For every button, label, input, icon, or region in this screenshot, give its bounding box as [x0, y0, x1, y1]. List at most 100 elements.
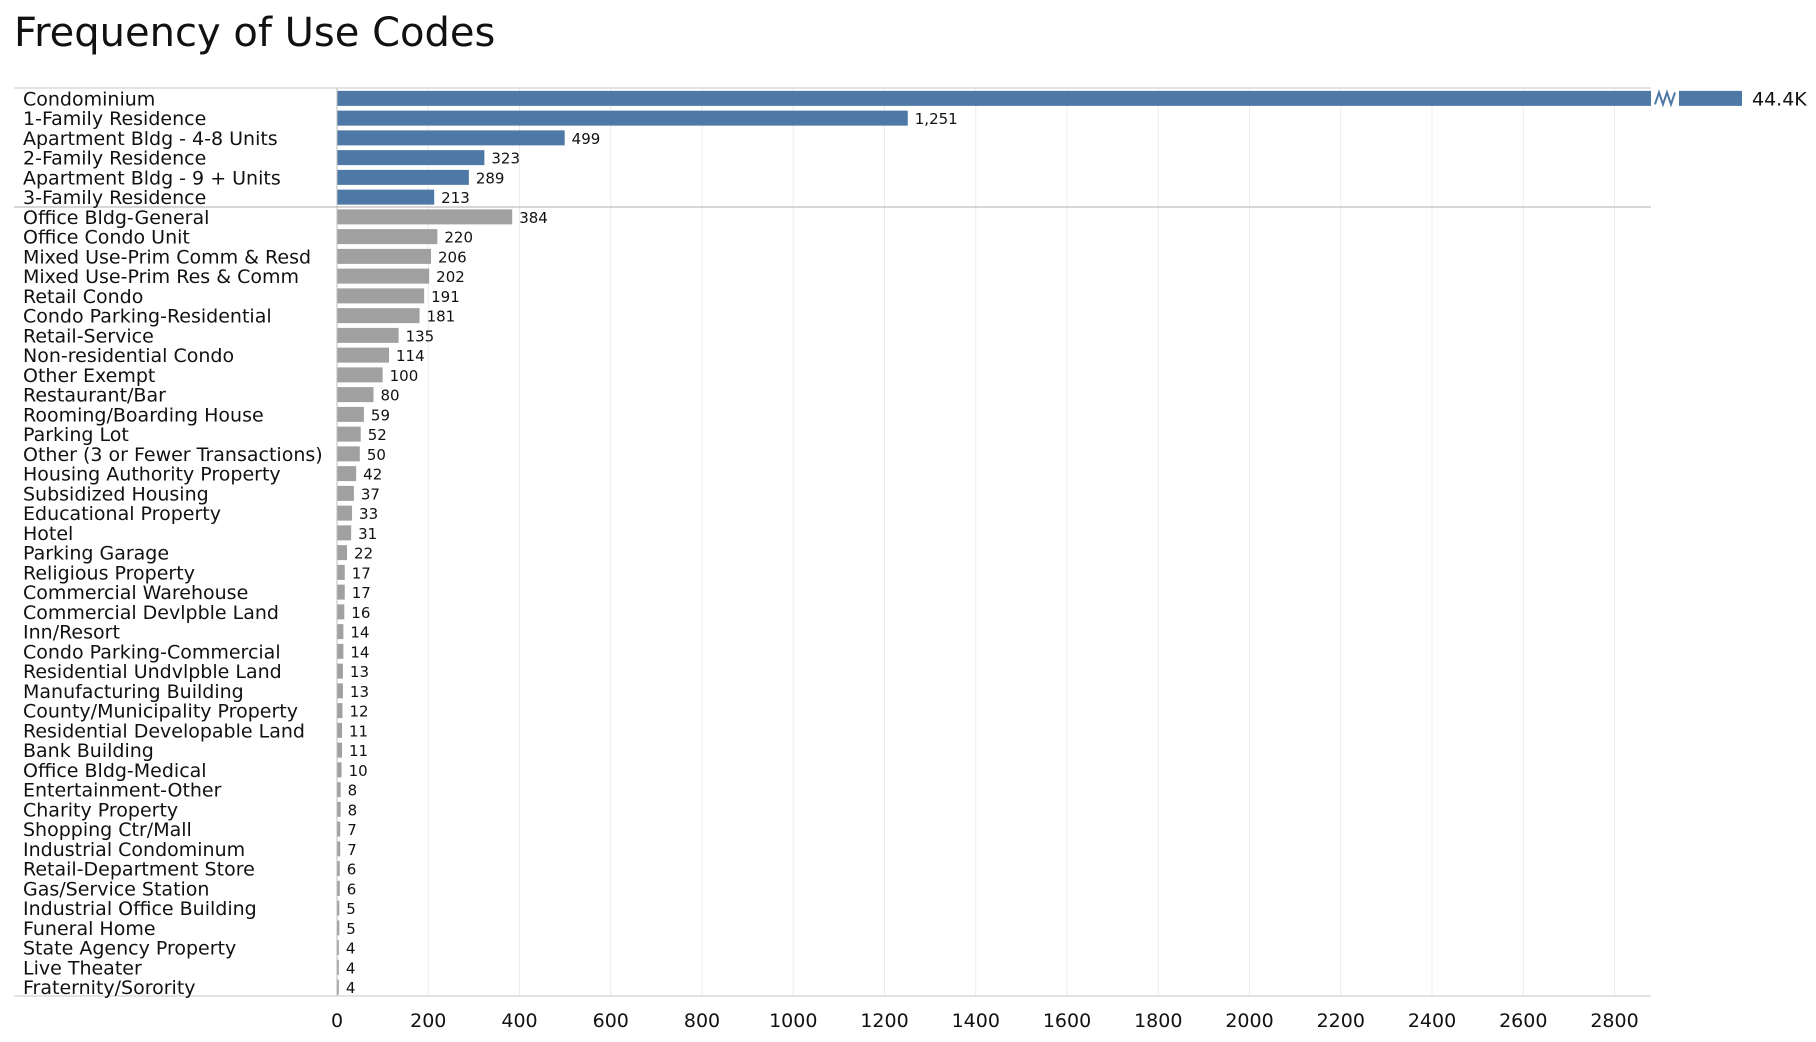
bar: [337, 327, 399, 343]
bar: [337, 663, 343, 679]
value-label: 1,251: [915, 110, 958, 128]
category-label: Funeral Home: [23, 918, 156, 940]
x-tick-label: 1600: [1043, 1010, 1091, 1032]
bar: [337, 940, 339, 956]
bar: [337, 189, 435, 205]
value-label: 191: [431, 288, 460, 306]
separators: [14, 87, 1651, 997]
bar: [337, 920, 340, 936]
bar: [337, 624, 344, 640]
bar: [337, 347, 390, 363]
bar: [337, 169, 469, 185]
category-label: Apartment Bldg - 4-8 Units: [23, 128, 278, 150]
category-label: Other (3 or Fewer Transactions): [23, 444, 323, 466]
category-label: Hotel: [23, 523, 73, 545]
category-label: Office Bldg-General: [23, 207, 209, 229]
category-label: Entertainment-Other: [23, 780, 222, 802]
bar: [337, 90, 1651, 106]
bar: [337, 268, 430, 284]
value-label: 10: [349, 762, 368, 780]
axis-break-mark: [1654, 89, 1676, 108]
value-label: 11: [349, 722, 368, 740]
category-label: Retail Condo: [23, 286, 143, 308]
category-label: Condominium: [23, 88, 155, 110]
value-label: 8: [348, 801, 358, 819]
bar: [337, 150, 485, 166]
category-label: Rooming/Boarding House: [23, 404, 264, 426]
category-label: Gas/Service Station: [23, 878, 209, 900]
category-label: Inn/Resort: [23, 622, 120, 644]
category-label: Office Condo Unit: [23, 227, 190, 249]
category-label: Industrial Office Building: [23, 898, 257, 920]
bar: [337, 584, 345, 600]
x-axis: 0 200 400 600 800 1000 1200 1400 1600 1800 2000 220…: [331, 88, 1639, 1032]
x-tick-label: 1200: [860, 1010, 908, 1032]
category-label: 1-Family Residence: [23, 108, 206, 130]
gridlines: [427, 88, 1615, 996]
bar: [337, 604, 345, 620]
bar: [337, 861, 340, 877]
chart-title: Frequency of Use Codes: [14, 10, 496, 56]
value-label: 59: [371, 406, 390, 424]
category-label: Shopping Ctr/Mall: [23, 819, 192, 841]
category-label: Bank Building: [23, 740, 154, 762]
x-tick-label: 600: [593, 1010, 629, 1032]
value-label: 22: [354, 545, 373, 563]
category-label: Fraternity/Sorority: [23, 977, 196, 999]
x-tick-label: 1800: [1134, 1010, 1182, 1032]
value-label: 7: [347, 821, 357, 839]
category-label: Parking Lot: [23, 424, 129, 446]
bar: [337, 979, 339, 995]
bar: [337, 485, 354, 501]
category-label: Subsidized Housing: [23, 483, 209, 505]
category-label: Condo Parking-Commercial: [23, 641, 281, 663]
x-tick-label: 2600: [1499, 1010, 1547, 1032]
value-label: 135: [406, 327, 435, 345]
category-label: Live Theater: [23, 957, 142, 979]
value-label: 213: [441, 189, 470, 207]
bar: [337, 703, 343, 719]
value-label: 181: [427, 308, 456, 326]
category-label: Commercial Devlpble Land: [23, 602, 279, 624]
value-label: 206: [438, 248, 467, 266]
value-label: 44.4K: [1752, 88, 1807, 110]
x-tick-label: 1000: [769, 1010, 817, 1032]
value-label: 31: [358, 525, 377, 543]
value-label: 5: [346, 900, 356, 918]
bars: [337, 89, 1742, 995]
value-label: 100: [390, 367, 419, 385]
value-label: 37: [361, 485, 380, 503]
category-label: 2-Family Residence: [23, 148, 206, 170]
bar: [337, 288, 425, 304]
bar: [337, 841, 341, 857]
value-label: 13: [350, 663, 369, 681]
bar: [337, 110, 908, 126]
value-label: 14: [350, 643, 369, 661]
value-label: 220: [444, 229, 473, 247]
category-label: Non-residential Condo: [23, 345, 234, 367]
value-label: 4: [346, 979, 356, 997]
bar: [337, 643, 344, 659]
x-tick-label: 800: [684, 1010, 720, 1032]
bar: [337, 130, 565, 146]
category-label: Manufacturing Building: [23, 681, 244, 703]
category-label: Office Bldg-Medical: [23, 760, 207, 782]
bar: [337, 308, 420, 324]
value-label: 50: [367, 446, 386, 464]
value-label: 17: [352, 564, 371, 582]
value-label: 202: [436, 268, 465, 286]
category-label: Residential Undvlpble Land: [23, 661, 282, 683]
bar: [337, 525, 352, 541]
value-label: 13: [350, 683, 369, 701]
bar: [337, 446, 360, 462]
value-label: 42: [363, 466, 382, 484]
bar: [337, 406, 364, 422]
value-label: 80: [381, 387, 400, 405]
category-label: 3-Family Residence: [23, 187, 206, 209]
bar: [337, 248, 431, 264]
value-label: 11: [349, 742, 368, 760]
value-label: 16: [351, 604, 370, 622]
bar: [337, 782, 341, 798]
value-label: 6: [347, 861, 357, 879]
